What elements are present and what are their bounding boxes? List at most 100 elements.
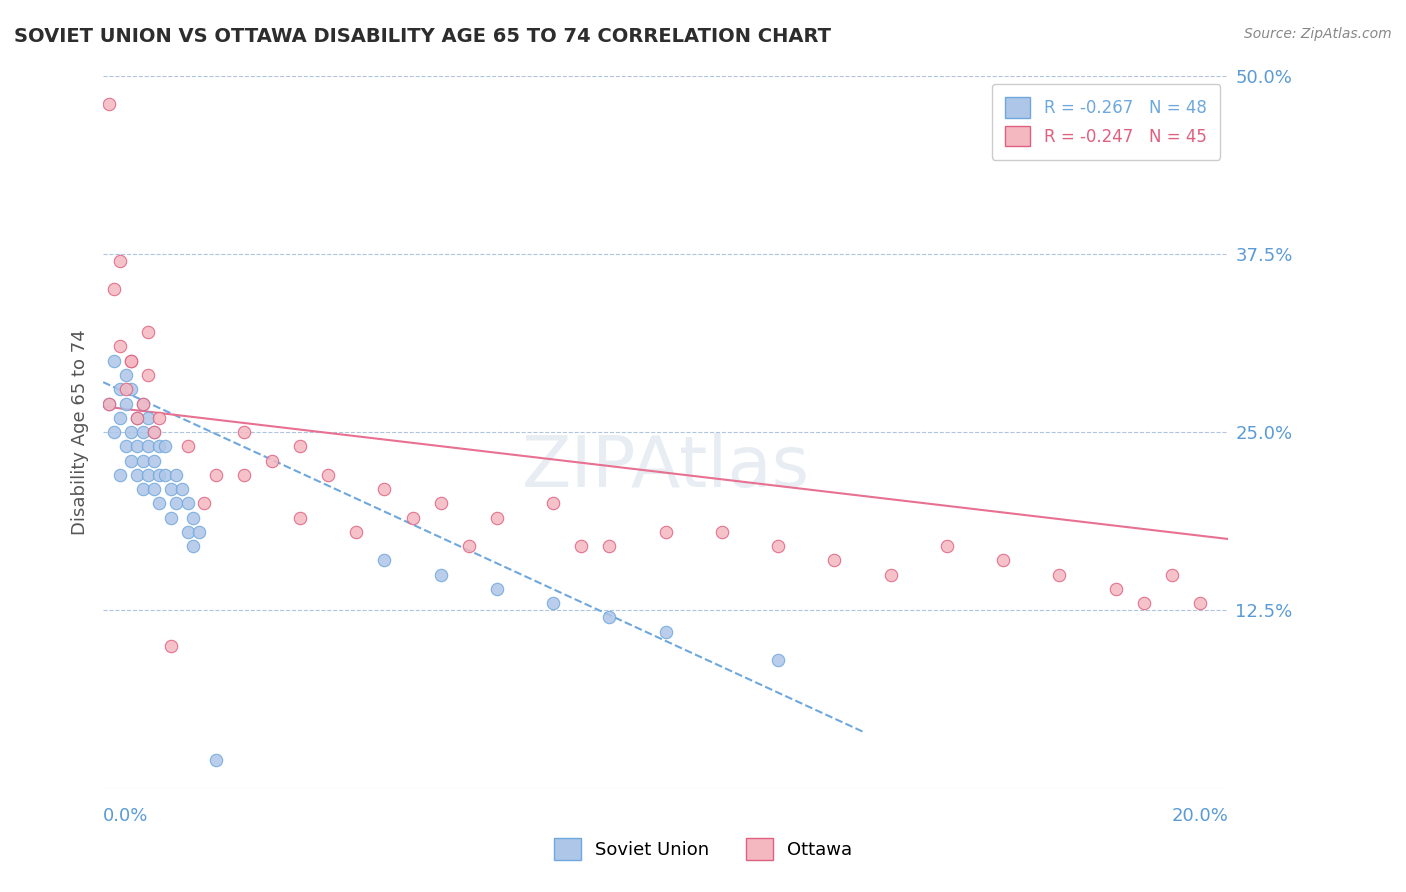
Point bbox=[159, 639, 181, 653]
Point bbox=[373, 553, 395, 567]
Point bbox=[136, 410, 159, 425]
Point bbox=[260, 453, 283, 467]
Point bbox=[429, 496, 451, 510]
Point bbox=[103, 425, 125, 439]
Point bbox=[232, 425, 254, 439]
Point bbox=[654, 624, 676, 639]
Point bbox=[288, 510, 311, 524]
Point bbox=[108, 254, 131, 268]
Point bbox=[1133, 596, 1156, 610]
Point bbox=[136, 325, 159, 339]
Point bbox=[316, 467, 339, 482]
Text: ZIPAtlas: ZIPAtlas bbox=[522, 434, 810, 502]
Point bbox=[165, 467, 187, 482]
Point bbox=[97, 396, 120, 410]
Point bbox=[131, 453, 153, 467]
Point bbox=[120, 382, 142, 396]
Point bbox=[598, 610, 620, 624]
Point bbox=[148, 410, 170, 425]
Point bbox=[148, 467, 170, 482]
Point bbox=[136, 368, 159, 382]
Point bbox=[485, 582, 508, 596]
Point bbox=[204, 753, 226, 767]
Text: 0.0%: 0.0% bbox=[103, 806, 149, 825]
Point bbox=[159, 482, 181, 496]
Point bbox=[159, 510, 181, 524]
Point bbox=[766, 539, 789, 553]
Point bbox=[103, 282, 125, 296]
Point bbox=[148, 439, 170, 453]
Point bbox=[125, 410, 148, 425]
Point bbox=[125, 410, 148, 425]
Point bbox=[131, 396, 153, 410]
Point bbox=[114, 439, 136, 453]
Point bbox=[766, 653, 789, 667]
Point bbox=[204, 467, 226, 482]
Point bbox=[187, 524, 209, 539]
Point bbox=[232, 467, 254, 482]
Point bbox=[936, 539, 959, 553]
Text: Source: ZipAtlas.com: Source: ZipAtlas.com bbox=[1244, 27, 1392, 41]
Point bbox=[125, 439, 148, 453]
Point bbox=[103, 353, 125, 368]
Point bbox=[114, 368, 136, 382]
Point bbox=[193, 496, 215, 510]
Point bbox=[108, 382, 131, 396]
Point bbox=[288, 439, 311, 453]
Point bbox=[181, 539, 204, 553]
Point bbox=[131, 425, 153, 439]
Point bbox=[569, 539, 592, 553]
Point bbox=[181, 510, 204, 524]
Point bbox=[114, 382, 136, 396]
Point bbox=[153, 467, 176, 482]
Point bbox=[142, 425, 165, 439]
Point bbox=[120, 453, 142, 467]
Point bbox=[170, 482, 193, 496]
Point bbox=[120, 353, 142, 368]
Point bbox=[1161, 567, 1184, 582]
Point bbox=[485, 510, 508, 524]
Point bbox=[1105, 582, 1128, 596]
Text: 20.0%: 20.0% bbox=[1171, 806, 1229, 825]
Point bbox=[401, 510, 423, 524]
Point bbox=[541, 596, 564, 610]
Point bbox=[142, 453, 165, 467]
Legend: R = -0.267   N = 48, R = -0.247   N = 45: R = -0.267 N = 48, R = -0.247 N = 45 bbox=[993, 84, 1220, 160]
Point bbox=[114, 396, 136, 410]
Point bbox=[125, 467, 148, 482]
Point bbox=[136, 467, 159, 482]
Point bbox=[153, 439, 176, 453]
Point bbox=[120, 353, 142, 368]
Point bbox=[824, 553, 846, 567]
Point bbox=[880, 567, 903, 582]
Point bbox=[176, 496, 198, 510]
Point bbox=[97, 97, 120, 112]
Point bbox=[541, 496, 564, 510]
Point bbox=[108, 410, 131, 425]
Point bbox=[176, 524, 198, 539]
Point bbox=[120, 425, 142, 439]
Point bbox=[429, 567, 451, 582]
Point bbox=[148, 496, 170, 510]
Point bbox=[1189, 596, 1212, 610]
Point bbox=[654, 524, 676, 539]
Point bbox=[1049, 567, 1071, 582]
Point bbox=[131, 396, 153, 410]
Point bbox=[108, 339, 131, 353]
Point bbox=[131, 482, 153, 496]
Text: SOVIET UNION VS OTTAWA DISABILITY AGE 65 TO 74 CORRELATION CHART: SOVIET UNION VS OTTAWA DISABILITY AGE 65… bbox=[14, 27, 831, 45]
Legend: Soviet Union, Ottawa: Soviet Union, Ottawa bbox=[540, 823, 866, 874]
Point bbox=[108, 467, 131, 482]
Point bbox=[176, 439, 198, 453]
Y-axis label: Disability Age 65 to 74: Disability Age 65 to 74 bbox=[72, 329, 89, 535]
Point bbox=[142, 482, 165, 496]
Point bbox=[142, 425, 165, 439]
Point bbox=[710, 524, 733, 539]
Point bbox=[993, 553, 1015, 567]
Point bbox=[165, 496, 187, 510]
Point bbox=[136, 439, 159, 453]
Point bbox=[457, 539, 479, 553]
Point bbox=[97, 396, 120, 410]
Point bbox=[598, 539, 620, 553]
Point bbox=[373, 482, 395, 496]
